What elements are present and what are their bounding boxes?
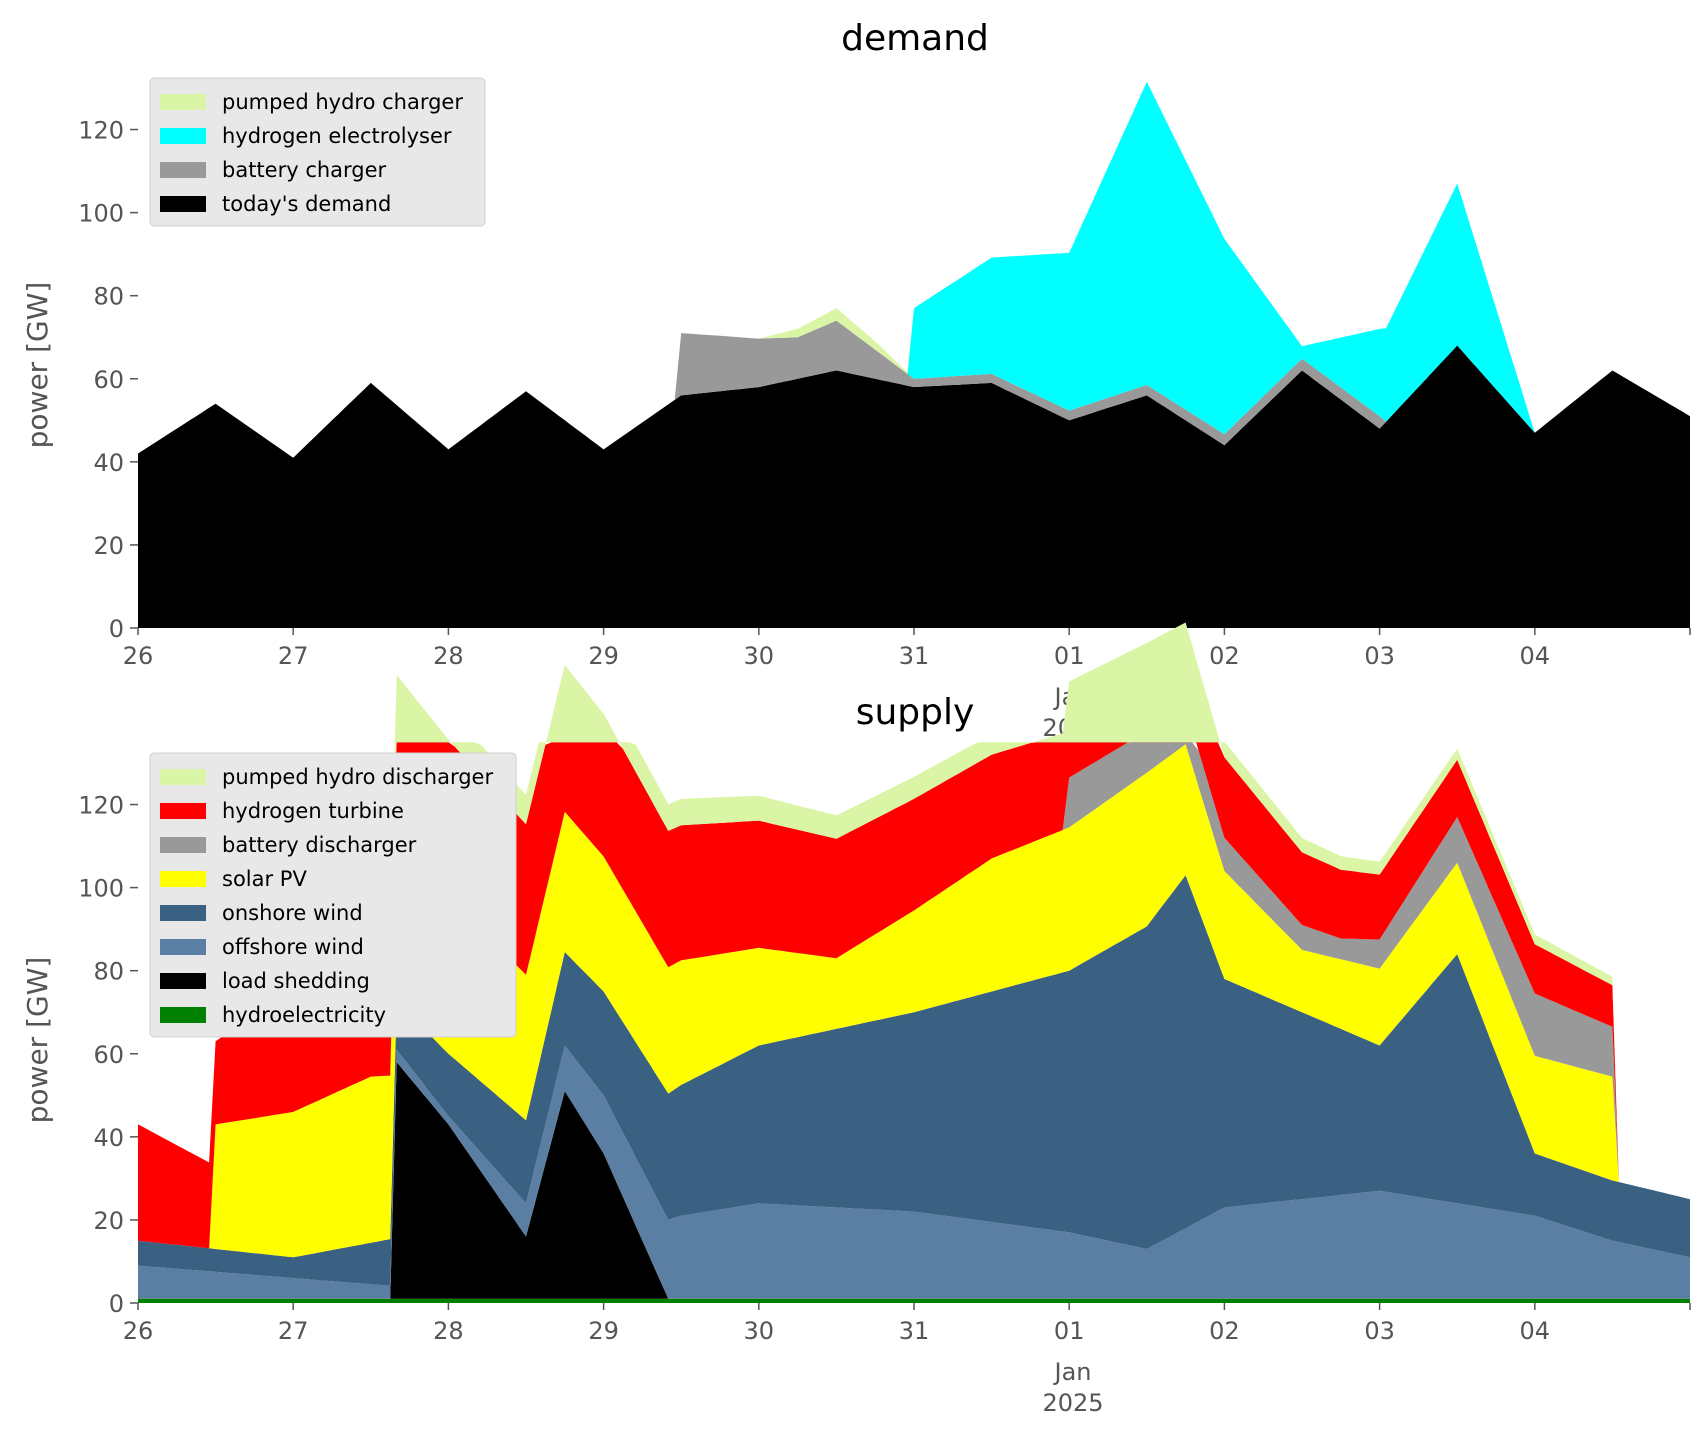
x-tick-label: 04 — [1520, 642, 1551, 670]
y-tick-label: 100 — [78, 875, 124, 903]
x-tick-label: 04 — [1520, 1317, 1551, 1345]
legend: pumped hydro discharger hydrogen turbine b… — [149, 752, 517, 1038]
x-tick-label: 28 — [433, 1317, 464, 1345]
x-tick-label: 31 — [899, 1317, 930, 1345]
x-tick-label: 01 — [1054, 642, 1085, 670]
legend-label: hydrogen electrolyser — [222, 124, 452, 148]
area-solar-pv — [138, 744, 1690, 1258]
area-load-shedding — [138, 1062, 1690, 1299]
y-tick-label: 40 — [93, 1124, 124, 1152]
x-ticks: 26 27 28 29 30 31 01 02 03 04 — [123, 1303, 1691, 1345]
area-onshore-wind — [138, 875, 1690, 1286]
legend-label: solar PV — [222, 867, 307, 891]
legend-label: offshore wind — [222, 935, 364, 959]
y-tick-label: 100 — [78, 200, 124, 228]
x-tick-label: 30 — [744, 1317, 775, 1345]
y-tick-label: 80 — [93, 283, 124, 311]
x-year-label: 2025 — [1042, 1389, 1103, 1417]
legend-swatch — [160, 905, 206, 921]
x-tick-label: 03 — [1364, 1317, 1395, 1345]
x-tick-label: 26 — [123, 642, 154, 670]
x-tick-label: 02 — [1209, 1317, 1240, 1345]
y-tick-label: 60 — [93, 1041, 124, 1069]
x-tick-label: 28 — [433, 642, 464, 670]
area-hydrogen-turbine — [138, 706, 1690, 1249]
area-offshore-wind — [138, 1045, 1690, 1299]
y-tick-label: 20 — [93, 532, 124, 560]
x-ticks: 26 27 28 29 30 31 01 02 03 04 — [123, 628, 1691, 670]
y-ticks: 0 20 40 60 80 100 120 — [78, 792, 138, 1318]
x-tick-label: 27 — [278, 642, 309, 670]
demand-areas — [138, 81, 1690, 628]
x-tick-label: 31 — [899, 642, 930, 670]
y-ticks: 0 20 40 60 80 100 120 — [78, 117, 138, 643]
y-tick-label: 60 — [93, 366, 124, 394]
y-axis-label: power [GW] — [21, 282, 54, 449]
y-axis-label: power [GW] — [21, 957, 54, 1124]
y-tick-label: 20 — [93, 1207, 124, 1235]
chart-title: demand — [841, 18, 989, 59]
legend-label: battery charger — [222, 158, 387, 182]
x-month-label: Jan — [1053, 1358, 1092, 1386]
x-tick-label: 26 — [123, 1317, 154, 1345]
legend-box — [149, 752, 517, 1038]
y-tick-label: 80 — [93, 958, 124, 986]
x-tick-label: 29 — [588, 1317, 619, 1345]
legend-label: hydrogen turbine — [222, 799, 404, 823]
legend-swatch — [160, 871, 206, 887]
legend-label: hydroelectricity — [222, 1003, 386, 1027]
legend-swatch — [160, 837, 206, 853]
x-tick-label: 03 — [1364, 642, 1395, 670]
legend-box — [149, 77, 486, 227]
legend-swatch — [160, 1007, 206, 1023]
legend: pumped hydro charger hydrogen electrolyse… — [149, 77, 486, 227]
x-tick-label: 02 — [1209, 642, 1240, 670]
legend-swatch — [160, 94, 206, 110]
chart-title: supply — [856, 692, 975, 733]
legend-label: battery discharger — [222, 833, 417, 857]
legend-swatch — [160, 973, 206, 989]
y-tick-label: 0 — [109, 615, 124, 643]
area-hydroelectricity — [138, 1298, 1690, 1303]
legend-swatch — [160, 803, 206, 819]
legend-swatch — [160, 128, 206, 144]
legend-swatch — [160, 196, 206, 212]
legend-label: pumped hydro charger — [222, 90, 463, 114]
y-tick-label: 120 — [78, 117, 124, 145]
legend-swatch — [160, 162, 206, 178]
legend-label: onshore wind — [222, 901, 363, 925]
supply-areas — [138, 622, 1690, 1303]
area-today-s-demand — [138, 345, 1690, 628]
legend-swatch — [160, 939, 206, 955]
y-tick-label: 120 — [78, 792, 124, 820]
legend-label: load shedding — [222, 969, 370, 993]
legend-label: today's demand — [222, 192, 391, 216]
x-tick-label: 30 — [744, 642, 775, 670]
y-tick-label: 0 — [109, 1290, 124, 1318]
legend-swatch — [160, 769, 206, 785]
legend-label: pumped hydro discharger — [222, 765, 493, 789]
y-tick-label: 40 — [93, 449, 124, 477]
x-tick-label: 01 — [1054, 1317, 1085, 1345]
x-tick-label: 27 — [278, 1317, 309, 1345]
x-tick-label: 29 — [588, 642, 619, 670]
